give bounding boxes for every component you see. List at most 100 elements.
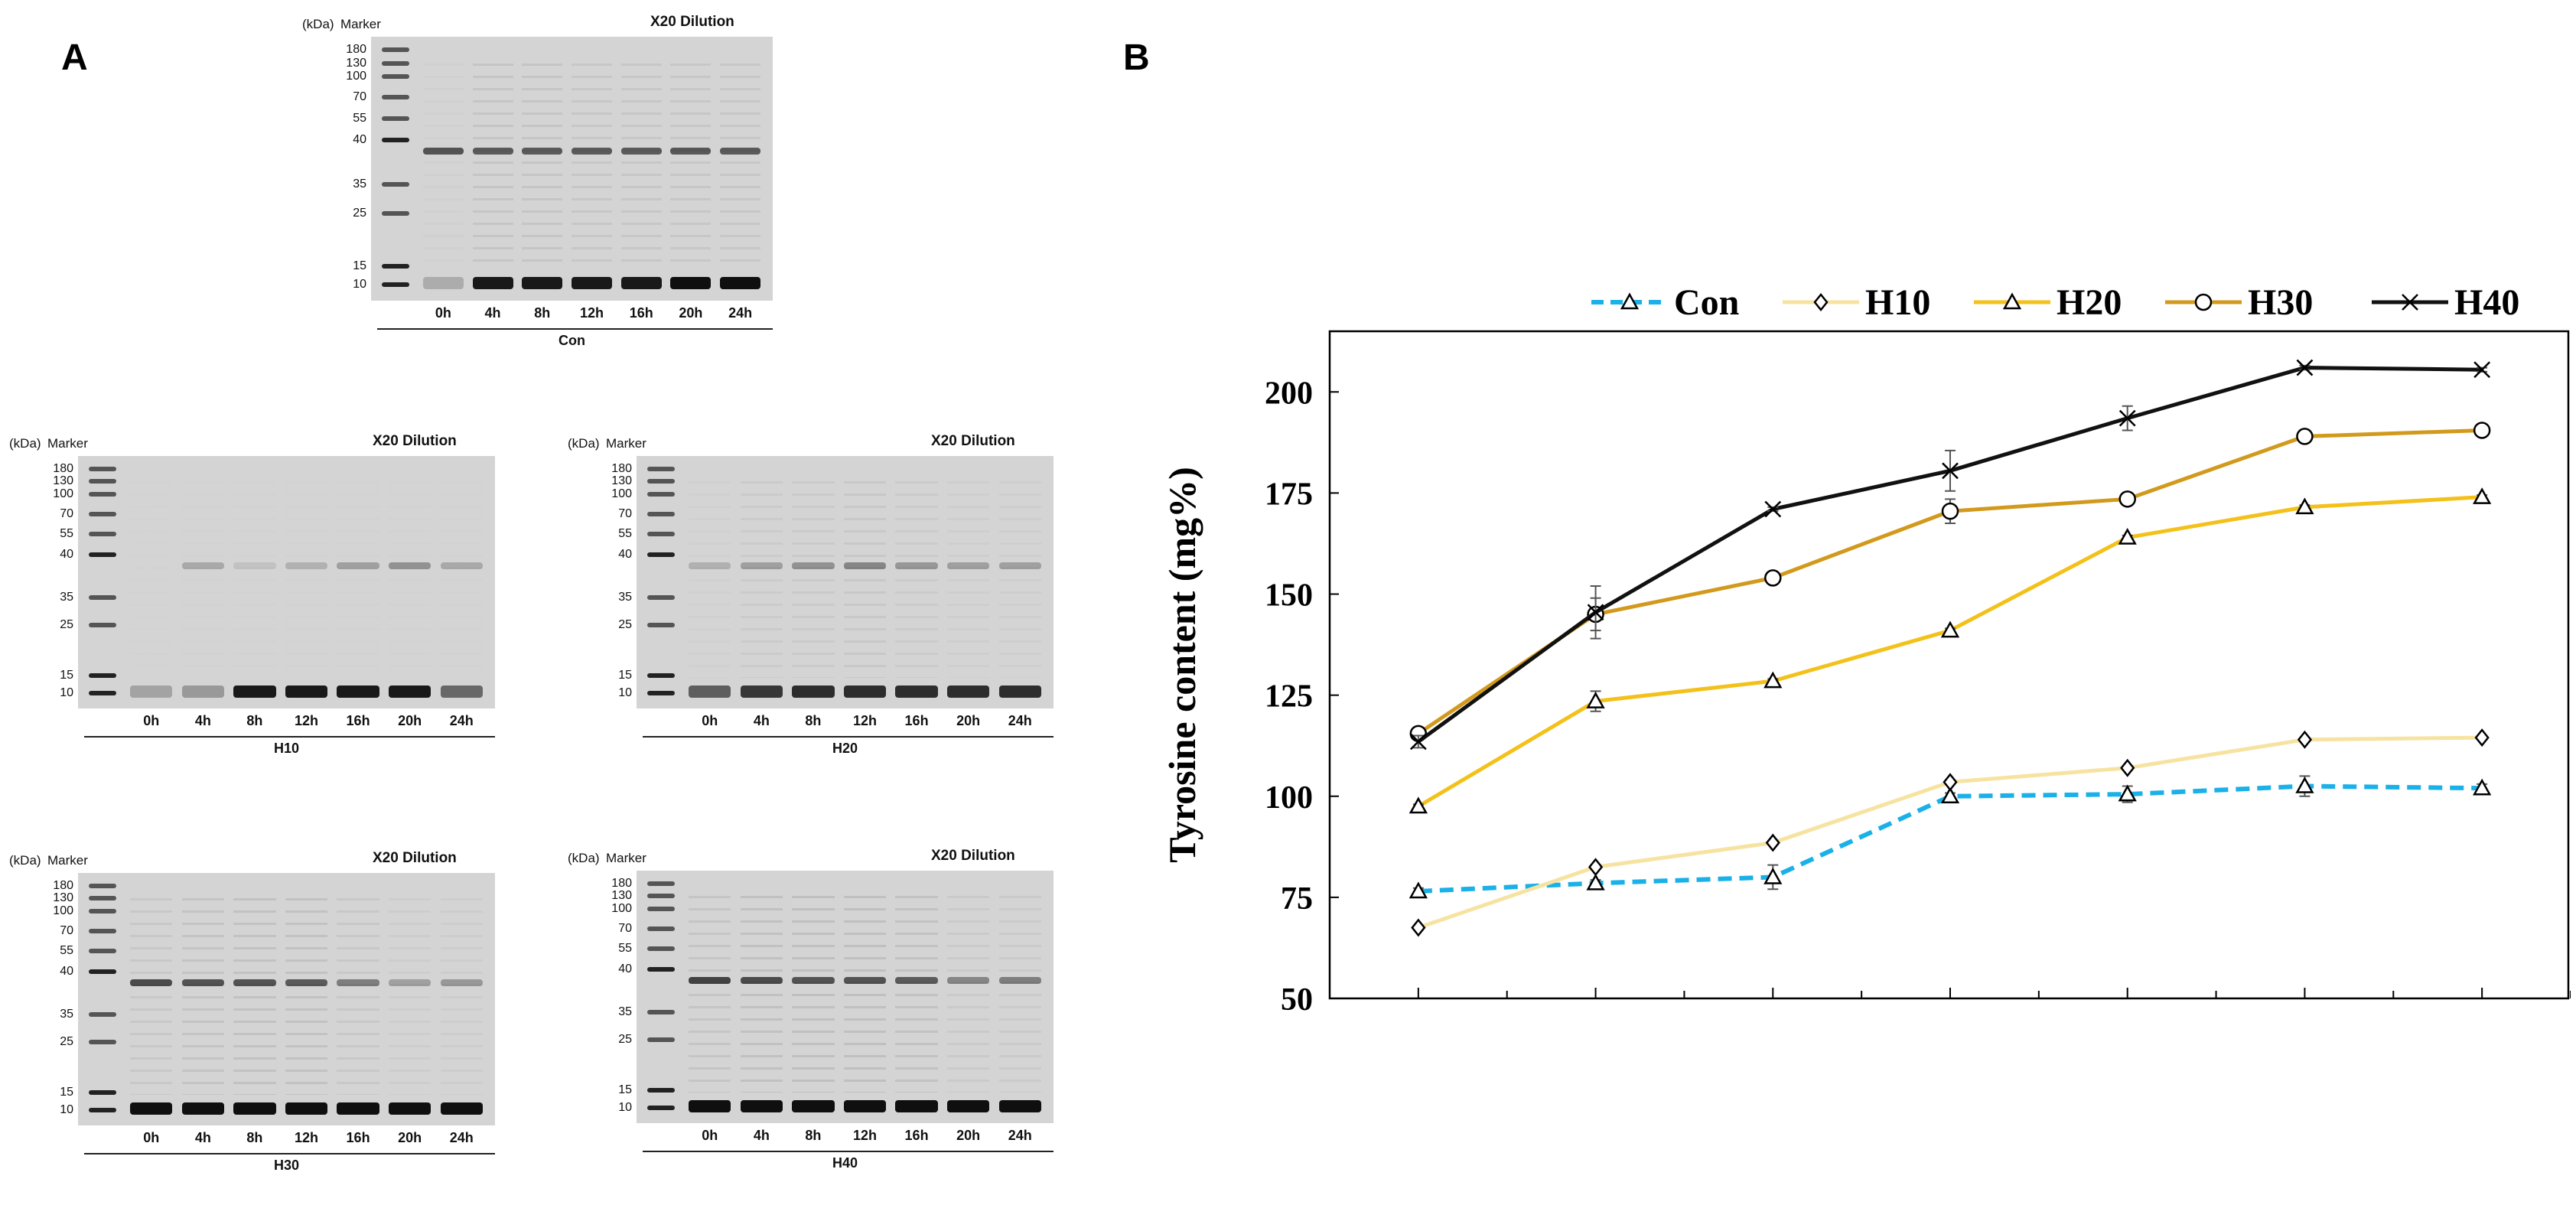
lane-smear: [843, 896, 887, 1093]
data-point-con: [2295, 776, 2314, 793]
band-40kda: [740, 976, 783, 984]
lane-smear: [522, 63, 563, 269]
ladder-band: [89, 532, 116, 537]
lane-label: 24h: [1008, 713, 1032, 728]
lane-smear: [130, 898, 173, 1096]
ladder-band: [647, 673, 675, 679]
panel-label-a: A: [61, 37, 88, 78]
band-low-mw: [946, 1100, 990, 1113]
mw-tick: 180: [53, 461, 73, 475]
dilution-label: X20 Dilution: [373, 433, 457, 449]
legend-label: H20: [2057, 282, 2122, 323]
band-low-mw: [895, 1100, 938, 1113]
band-40kda: [422, 147, 464, 155]
lane-label: 16h: [904, 713, 929, 728]
marker-label: Marker: [47, 436, 88, 451]
mw-tick: 180: [611, 876, 632, 890]
band-40kda: [571, 147, 613, 155]
mw-tick: 10: [353, 278, 366, 291]
data-point-h30: [2473, 422, 2491, 439]
band-low-mw: [998, 686, 1041, 699]
lane-smear: [740, 481, 783, 679]
lane-smear: [233, 898, 276, 1096]
legend-marker: [2194, 293, 2213, 311]
lane-smear: [998, 481, 1041, 679]
kda-label: (kDa): [568, 851, 600, 865]
lane-label: 20h: [956, 1128, 981, 1143]
legend-marker: [1620, 292, 1640, 310]
mw-tick: 10: [618, 686, 632, 700]
band-low-mw: [181, 686, 225, 699]
band-40kda: [689, 976, 731, 984]
data-point-con: [2473, 778, 2492, 796]
lane-label: 8h: [534, 305, 551, 321]
band-40kda: [130, 979, 173, 986]
mw-tick: 15: [353, 259, 366, 273]
band-40kda: [388, 979, 432, 986]
mw-tick: 100: [611, 487, 632, 500]
band-low-mw: [620, 276, 662, 289]
mw-tick: 35: [60, 1007, 73, 1021]
data-point-con: [1408, 881, 1428, 899]
legend-marker: [1813, 292, 1829, 312]
ladder-band: [647, 1009, 675, 1014]
lane-smear: [689, 896, 731, 1093]
legend-label: H10: [1865, 282, 1930, 323]
gel-name: H20: [832, 741, 858, 756]
band-40kda: [337, 979, 379, 986]
mw-tick: 70: [353, 90, 366, 104]
lane-label: 24h: [728, 305, 753, 321]
ladder-band: [89, 1011, 116, 1017]
legend-label: Con: [1674, 282, 1739, 323]
data-point-h30: [2296, 428, 2314, 445]
lane-label: 20h: [956, 713, 981, 728]
band-low-mw: [440, 1102, 483, 1115]
band-low-mw: [792, 1100, 835, 1113]
lane-smear: [895, 896, 938, 1093]
mw-tick: 70: [618, 506, 632, 520]
band-low-mw: [946, 686, 990, 699]
band-low-mw: [670, 276, 712, 289]
band-40kda: [620, 147, 662, 155]
mw-tick: 55: [353, 111, 366, 125]
mw-tick: 55: [618, 942, 632, 956]
data-point-h10: [2120, 758, 2135, 777]
ladder-band: [647, 466, 675, 471]
mw-tick: 25: [60, 1035, 73, 1049]
lane-label: 16h: [904, 1128, 929, 1143]
ladder-band: [89, 883, 116, 888]
y-tick-label: 175: [1265, 477, 1313, 512]
lane-label: 8h: [805, 713, 822, 728]
ladder-band: [89, 928, 116, 933]
lane-smear: [895, 481, 938, 679]
band-low-mw: [422, 276, 464, 289]
ladder-band: [382, 264, 409, 269]
gel-image: [637, 456, 1054, 708]
mw-tick: 15: [618, 1083, 632, 1097]
ladder-band: [89, 1108, 116, 1113]
lane-smear: [285, 481, 328, 679]
lane-label: 20h: [679, 305, 703, 321]
kda-label: (kDa): [9, 853, 41, 868]
mw-tick: 180: [346, 43, 366, 57]
mw-tick: 15: [60, 1086, 73, 1099]
gel-image: [637, 871, 1054, 1123]
lane-smear: [337, 481, 379, 679]
gel-underline: [643, 1151, 1054, 1152]
data-point-h20: [2473, 487, 2492, 504]
lane-label: 8h: [246, 1130, 263, 1145]
ladder-band: [89, 511, 116, 516]
legend-marker: [2002, 292, 2022, 310]
gel-con: (kDa) Marker X20 Dilution 180 130 100 70 55 40 35…: [302, 14, 777, 361]
data-point-h10: [1765, 833, 1780, 852]
ladder-band: [382, 182, 409, 187]
lane-smear: [689, 481, 731, 679]
ladder-band: [647, 594, 675, 600]
lane-smear: [946, 896, 990, 1093]
ladder-band: [89, 1090, 116, 1096]
mw-tick: 25: [353, 207, 366, 220]
mw-tick: 25: [618, 618, 632, 632]
data-point-h10: [1411, 918, 1426, 937]
ladder-band: [647, 491, 675, 497]
band-low-mw: [720, 276, 761, 289]
